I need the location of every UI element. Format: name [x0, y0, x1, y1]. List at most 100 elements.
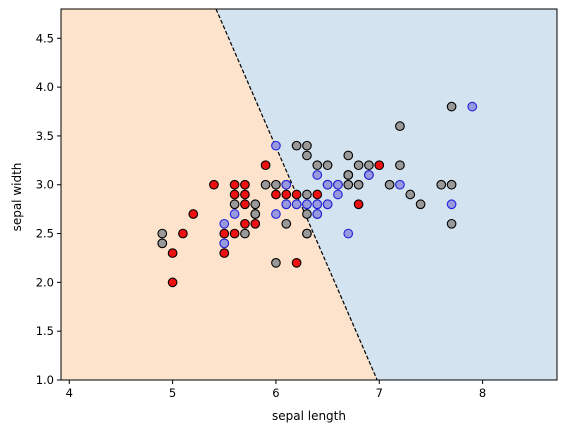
y-tick-label: 1.0	[36, 373, 54, 387]
series-2	[219, 101, 478, 249]
data-point	[343, 179, 354, 190]
data-point	[302, 189, 312, 200]
data-point	[302, 199, 312, 210]
y-tick-label: 4.5	[36, 31, 54, 45]
data-point	[229, 189, 240, 200]
data-point	[291, 189, 302, 200]
data-point	[240, 218, 250, 229]
data-point	[302, 209, 312, 219]
data-point	[322, 179, 333, 190]
data-point	[229, 209, 240, 219]
x-axis-label: sepal length	[272, 409, 346, 423]
data-point	[240, 179, 250, 190]
region-right	[216, 9, 557, 380]
data-point	[281, 189, 292, 200]
data-point	[281, 179, 292, 190]
data-point	[240, 189, 250, 200]
data-point	[271, 209, 281, 219]
data-point	[219, 218, 230, 229]
y-axis-label: sepal width	[10, 163, 24, 232]
data-point	[302, 150, 312, 161]
plot-frame	[60, 8, 558, 381]
x-axis: 4 5 6 7 8	[66, 380, 486, 400]
data-point	[291, 199, 302, 210]
data-point	[312, 189, 323, 200]
data-point	[229, 179, 240, 190]
data-point	[312, 160, 323, 171]
series-1	[157, 101, 457, 268]
x-tick-label: 4	[66, 386, 73, 400]
data-point	[364, 160, 374, 171]
data-point	[260, 179, 271, 190]
data-point	[219, 248, 230, 258]
data-point	[322, 199, 333, 210]
data-point	[240, 199, 250, 210]
data-point	[281, 199, 292, 210]
data-point	[240, 228, 250, 239]
y-tick-label: 4.0	[36, 80, 54, 94]
y-tick-label: 2.0	[36, 275, 54, 289]
data-point	[395, 121, 405, 132]
data-point	[178, 228, 188, 239]
data-point	[446, 179, 457, 190]
data-point	[333, 179, 343, 190]
data-point	[353, 160, 364, 171]
data-point	[343, 170, 354, 180]
data-point	[353, 179, 364, 190]
y-tick-label: 3.5	[36, 129, 54, 143]
data-point	[405, 189, 416, 200]
data-point	[333, 189, 343, 200]
data-point	[302, 228, 312, 239]
data-point	[302, 140, 312, 151]
data-point	[446, 218, 457, 229]
data-point	[281, 218, 292, 229]
data-point	[395, 160, 405, 171]
decision-boundary-line	[215, 8, 378, 381]
data-point	[312, 170, 323, 180]
data-point	[219, 238, 230, 249]
data-point	[322, 160, 333, 171]
data-point	[343, 228, 354, 239]
x-tick-label: 6	[272, 386, 279, 400]
plot-area	[60, 8, 558, 381]
data-point	[167, 277, 178, 288]
data-point	[157, 228, 168, 239]
data-point	[343, 150, 354, 161]
data-point	[364, 170, 374, 180]
y-axis: 1.0 1.5 2.0 2.5 3.0 3.5 4.0 4.5	[36, 31, 61, 387]
data-point	[271, 179, 281, 190]
data-point	[446, 101, 457, 112]
x-tick-label: 7	[376, 386, 383, 400]
x-tick-label: 8	[479, 386, 486, 400]
data-point	[395, 179, 405, 190]
data-point	[260, 160, 271, 171]
x-tick-label: 5	[169, 386, 176, 400]
data-point	[353, 199, 364, 210]
data-point	[291, 257, 302, 268]
data-point	[157, 238, 168, 249]
region-left	[61, 9, 378, 380]
y-tick-label: 1.5	[36, 324, 54, 338]
data-point	[229, 228, 240, 239]
data-point	[374, 160, 385, 171]
data-point	[271, 257, 281, 268]
data-point	[219, 228, 230, 239]
data-point	[446, 199, 457, 210]
data-point	[250, 199, 261, 210]
data-point	[209, 179, 219, 190]
data-point	[436, 179, 447, 190]
data-point	[167, 248, 178, 258]
data-point	[415, 199, 426, 210]
data-point	[312, 199, 323, 210]
y-tick-label: 2.5	[36, 227, 54, 241]
data-point	[271, 140, 281, 151]
data-point	[188, 209, 199, 219]
data-point	[467, 101, 478, 112]
data-point	[271, 189, 281, 200]
data-point	[312, 209, 323, 219]
data-point	[384, 179, 395, 190]
data-point	[250, 209, 261, 219]
data-point	[229, 199, 240, 210]
y-tick-label: 3.0	[36, 178, 54, 192]
